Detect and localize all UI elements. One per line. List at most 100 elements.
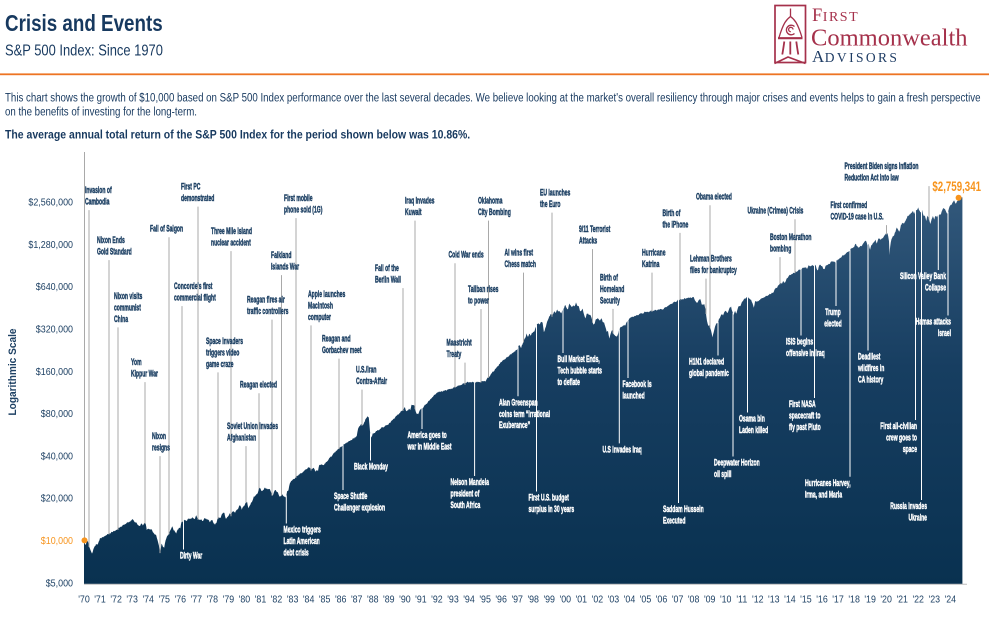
svg-text:President Biden signs Inflatio: President Biden signs Inflation Reduction… (845, 162, 919, 183)
svg-text:on the benefits of investing f: on the benefits of investing for the lon… (5, 106, 197, 119)
svg-text:'22: '22 (912, 594, 924, 606)
svg-text:'16: '16 (816, 594, 828, 606)
svg-text:'93: '93 (447, 594, 459, 606)
svg-text:Hurricanes Harvey,Irma, and Ma: Hurricanes Harvey, Irma, and Maria (805, 479, 851, 500)
svg-text:$2,560,000: $2,560,000 (28, 197, 73, 209)
svg-text:'73: '73 (126, 594, 138, 606)
svg-text:S&P 500 Index: Since 1970: S&P 500 Index: Since 1970 (5, 42, 163, 59)
svg-text:$40,000: $40,000 (41, 451, 74, 463)
svg-text:Reagan elected: Reagan elected (240, 380, 277, 390)
svg-text:'23: '23 (929, 594, 941, 606)
svg-text:'71: '71 (94, 594, 106, 606)
svg-text:'95: '95 (479, 594, 491, 606)
svg-text:'85: '85 (319, 594, 331, 606)
svg-text:'03: '03 (608, 594, 620, 606)
svg-text:'01: '01 (576, 594, 588, 606)
svg-text:$320,000: $320,000 (36, 324, 74, 336)
svg-text:Fall of Saigon: Fall of Saigon (150, 224, 183, 234)
svg-text:Cold War ends: Cold War ends (449, 250, 484, 260)
svg-text:'02: '02 (592, 594, 604, 606)
svg-text:'94: '94 (463, 594, 475, 606)
svg-text:'99: '99 (543, 594, 555, 606)
svg-text:'15: '15 (800, 594, 812, 606)
svg-text:'75: '75 (158, 594, 170, 606)
svg-text:'09: '09 (704, 594, 716, 606)
svg-text:'18: '18 (848, 594, 860, 606)
svg-text:'91: '91 (415, 594, 427, 606)
svg-text:$5,000: $5,000 (46, 578, 74, 590)
svg-text:'13: '13 (768, 594, 780, 606)
svg-text:'11: '11 (736, 594, 747, 606)
svg-text:'14: '14 (784, 594, 796, 606)
svg-text:'83: '83 (287, 594, 299, 606)
svg-text:$10,000: $10,000 (41, 535, 74, 547)
svg-text:'04: '04 (624, 594, 636, 606)
svg-text:'80: '80 (239, 594, 251, 606)
svg-text:'05: '05 (640, 594, 652, 606)
svg-text:Dirty War: Dirty War (180, 551, 202, 561)
svg-text:'77: '77 (191, 594, 203, 606)
svg-text:Logarithmic Scale: Logarithmic Scale (7, 328, 19, 415)
svg-text:'20: '20 (880, 594, 892, 606)
svg-text:'72: '72 (110, 594, 122, 606)
svg-text:'17: '17 (832, 594, 844, 606)
svg-text:Obama elected: Obama elected (696, 192, 732, 202)
svg-text:FIRST: FIRST (812, 6, 859, 26)
svg-text:'74: '74 (142, 594, 154, 606)
svg-text:'82: '82 (271, 594, 283, 606)
svg-text:The average annual total retur: The average annual total return of the S… (5, 129, 470, 142)
svg-text:$2,759,341: $2,759,341 (932, 180, 981, 195)
svg-text:$80,000: $80,000 (41, 408, 74, 420)
svg-text:'81: '81 (255, 594, 267, 606)
svg-text:$1,280,000: $1,280,000 (28, 239, 73, 251)
svg-text:'84: '84 (303, 594, 315, 606)
svg-text:Black Monday: Black Monday (354, 462, 388, 472)
svg-text:'76: '76 (175, 594, 187, 606)
svg-text:Ukraine (Crimea) Crisis: Ukraine (Crimea) Crisis (748, 206, 804, 216)
svg-text:'96: '96 (495, 594, 507, 606)
svg-text:'97: '97 (511, 594, 523, 606)
svg-text:'07: '07 (672, 594, 684, 606)
svg-text:'92: '92 (431, 594, 443, 606)
svg-text:'86: '86 (335, 594, 347, 606)
svg-text:'00: '00 (560, 594, 572, 606)
svg-text:'78: '78 (207, 594, 219, 606)
svg-text:'88: '88 (367, 594, 379, 606)
